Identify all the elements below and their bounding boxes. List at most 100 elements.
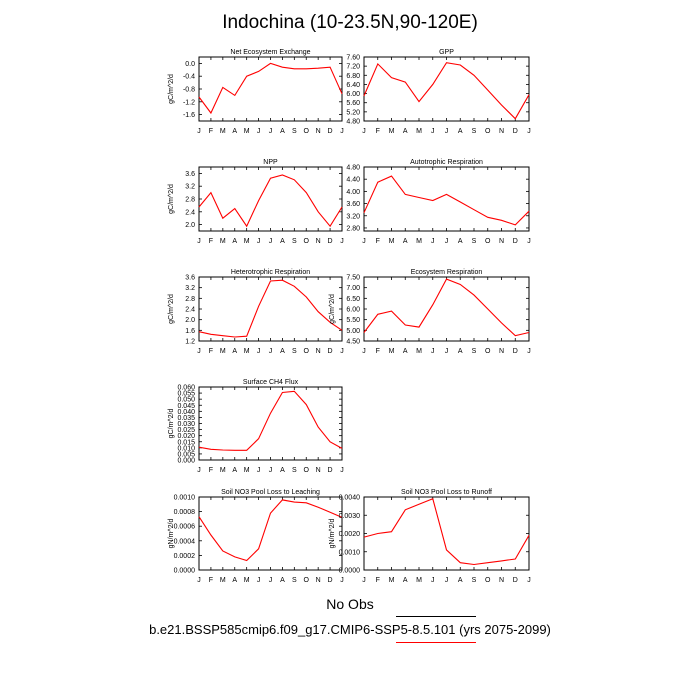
- x-tick-label: O: [304, 128, 310, 135]
- panel-title: Heterotrophic Respiration: [231, 269, 310, 276]
- plot-frame: [363, 276, 530, 342]
- y-tick-label: 0.030: [177, 421, 195, 428]
- x-tick-label: D: [328, 577, 333, 584]
- series-line: [363, 175, 530, 226]
- y-tick-label: 5.20: [346, 109, 360, 116]
- y-tick-label: 3.2: [185, 285, 195, 292]
- x-tick-label: M: [389, 577, 395, 584]
- obs-rule: [396, 616, 476, 617]
- x-tick-label: F: [209, 577, 213, 584]
- x-tick-label: M: [220, 577, 226, 584]
- y-tick-label: 6.50: [346, 296, 360, 303]
- x-tick-label: F: [376, 577, 380, 584]
- x-tick-label: M: [244, 467, 250, 474]
- y-tick-label: 0.025: [177, 427, 195, 434]
- x-tick-label: J: [362, 128, 366, 135]
- page-title: Indochina (10-23.5N,90-120E): [222, 12, 478, 33]
- panel-soil-no3-pool-loss-to-runoff: Soil NO3 Pool Loss to Runoff J F M A M J J A S O N D…: [329, 489, 531, 584]
- x-tick-label: O: [304, 577, 310, 584]
- x-tick-label: N: [316, 348, 321, 355]
- y-axis-label: gN/m^2/d: [329, 519, 336, 549]
- x-tick-label: J: [197, 577, 201, 584]
- x-tick-label: S: [472, 128, 477, 135]
- panel-title: NPP: [263, 159, 278, 166]
- y-tick-label: 0.0000: [174, 568, 196, 575]
- x-tick-label: O: [485, 577, 491, 584]
- y-tick-label: 4.80: [346, 119, 360, 126]
- x-tick-label: J: [257, 238, 261, 245]
- x-tick-label: A: [280, 128, 285, 135]
- y-tick-label: 0.0006: [174, 524, 196, 531]
- x-tick-label: M: [416, 238, 422, 245]
- y-tick-label: 0.020: [177, 433, 195, 440]
- x-tick-label: O: [304, 348, 310, 355]
- x-tick-label: J: [431, 238, 435, 245]
- y-tick-label: 3.20: [346, 213, 360, 220]
- x-tick-label: J: [340, 128, 344, 135]
- x-tick-label: S: [292, 467, 297, 474]
- x-tick-label: F: [209, 128, 213, 135]
- x-tick-label: S: [472, 577, 477, 584]
- x-tick-label: N: [499, 348, 504, 355]
- x-tick-label: M: [389, 128, 395, 135]
- x-tick-label: F: [209, 467, 213, 474]
- x-tick-label: A: [232, 238, 237, 245]
- x-tick-label: N: [499, 238, 504, 245]
- y-tick-label: 0.0: [185, 61, 195, 68]
- x-tick-label: A: [232, 128, 237, 135]
- series-line: [363, 498, 530, 566]
- x-tick-label: J: [197, 238, 201, 245]
- y-tick-label: 2.0: [185, 317, 195, 324]
- y-tick-label: 1.6: [185, 328, 195, 335]
- y-tick-label: 3.6: [185, 171, 195, 178]
- x-tick-label: J: [445, 577, 449, 584]
- x-tick-label: J: [269, 467, 273, 474]
- x-tick-label: J: [340, 238, 344, 245]
- x-tick-label: J: [362, 348, 366, 355]
- x-tick-label: M: [220, 467, 226, 474]
- y-tick-label: 0.0010: [174, 495, 196, 502]
- x-tick-label: D: [513, 577, 518, 584]
- case-label: b.e21.BSSP585cmip6.f09_g17.CMIP6-SSP5-8.…: [149, 622, 551, 637]
- x-tick-label: S: [292, 238, 297, 245]
- y-axis-label: gC/m^2/d: [168, 74, 175, 104]
- y-tick-label: 0.0002: [174, 553, 196, 560]
- x-tick-label: A: [232, 467, 237, 474]
- y-tick-label: 0.0030: [339, 513, 361, 520]
- x-tick-label: M: [220, 238, 226, 245]
- y-tick-label: 0.0000: [339, 568, 361, 575]
- y-tick-label: 0.0004: [174, 538, 196, 545]
- x-tick-label: J: [269, 128, 273, 135]
- panel-title: Soil NO3 Pool Loss to Leaching: [221, 489, 320, 496]
- y-tick-label: 2.4: [185, 307, 195, 314]
- y-tick-label: 5.00: [346, 328, 360, 335]
- x-tick-label: F: [376, 128, 380, 135]
- y-tick-label: 7.00: [346, 285, 360, 292]
- y-tick-label: 6.40: [346, 82, 360, 89]
- y-axis-label: gC/m^2/d: [168, 294, 175, 324]
- x-tick-label: J: [340, 577, 344, 584]
- x-tick-label: J: [197, 348, 201, 355]
- x-tick-label: J: [527, 577, 531, 584]
- y-tick-label: 0.000: [177, 458, 195, 465]
- x-tick-label: O: [485, 128, 491, 135]
- x-tick-label: J: [257, 467, 261, 474]
- x-tick-label: A: [403, 577, 408, 584]
- x-tick-label: J: [362, 577, 366, 584]
- x-tick-label: J: [431, 348, 435, 355]
- x-tick-label: A: [458, 238, 463, 245]
- y-tick-label: 2.80: [346, 225, 360, 232]
- x-tick-label: S: [292, 577, 297, 584]
- y-tick-label: 2.0: [185, 222, 195, 229]
- x-tick-label: M: [244, 128, 250, 135]
- panel-title: Net Ecosystem Exchange: [230, 49, 310, 56]
- x-tick-label: M: [416, 128, 422, 135]
- y-tick-label: -1.6: [183, 112, 195, 119]
- x-tick-label: A: [403, 238, 408, 245]
